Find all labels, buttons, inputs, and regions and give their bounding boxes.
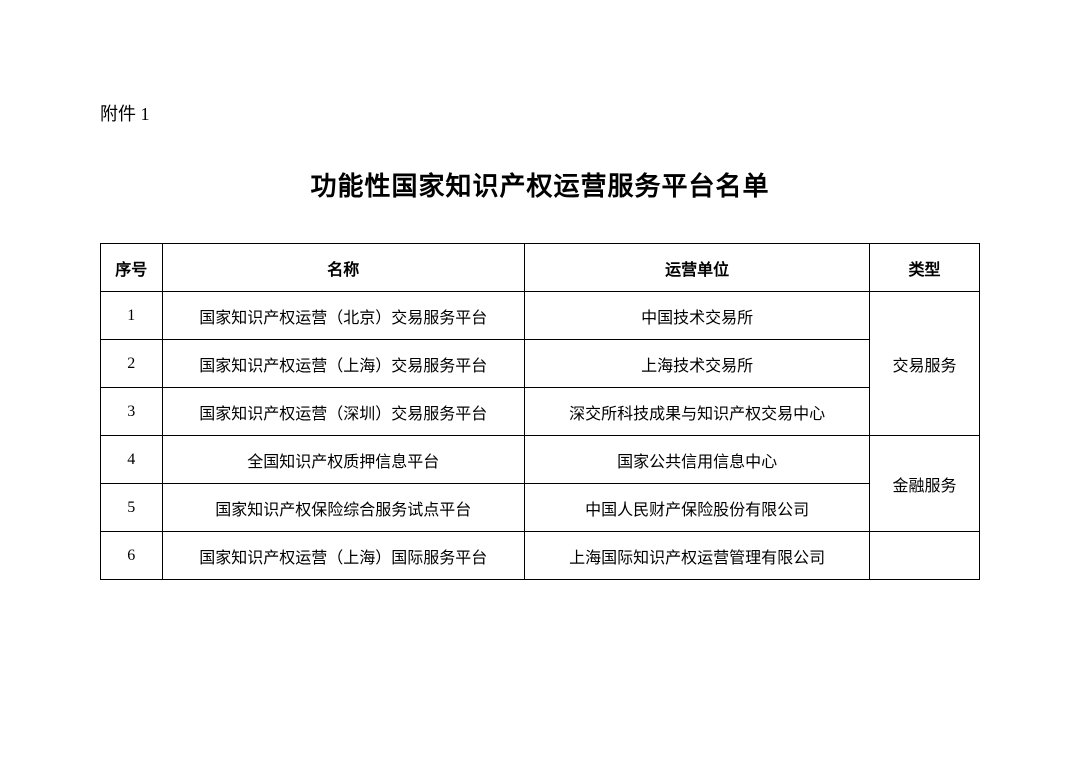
cell-unit: 上海国际知识产权运营管理有限公司 bbox=[525, 532, 870, 580]
cell-name: 国家知识产权运营（上海）国际服务平台 bbox=[162, 532, 525, 580]
cell-index: 6 bbox=[101, 532, 163, 580]
table-header-row: 序号 名称 运营单位 类型 bbox=[101, 244, 980, 292]
cell-index: 2 bbox=[101, 340, 163, 388]
cell-index: 5 bbox=[101, 484, 163, 532]
table-row: 3 国家知识产权运营（深圳）交易服务平台 深交所科技成果与知识产权交易中心 bbox=[101, 388, 980, 436]
cell-type: 金融服务 bbox=[870, 436, 980, 532]
col-header-index: 序号 bbox=[101, 244, 163, 292]
attachment-label: 附件 1 bbox=[100, 100, 980, 126]
table-row: 5 国家知识产权保险综合服务试点平台 中国人民财产保险股份有限公司 bbox=[101, 484, 980, 532]
cell-name: 国家知识产权运营（北京）交易服务平台 bbox=[162, 292, 525, 340]
cell-unit: 深交所科技成果与知识产权交易中心 bbox=[525, 388, 870, 436]
cell-unit: 上海技术交易所 bbox=[525, 340, 870, 388]
col-header-name: 名称 bbox=[162, 244, 525, 292]
cell-name: 国家知识产权保险综合服务试点平台 bbox=[162, 484, 525, 532]
cell-index: 1 bbox=[101, 292, 163, 340]
cell-name: 国家知识产权运营（上海）交易服务平台 bbox=[162, 340, 525, 388]
table-row: 6 国家知识产权运营（上海）国际服务平台 上海国际知识产权运营管理有限公司 bbox=[101, 532, 980, 580]
cell-index: 4 bbox=[101, 436, 163, 484]
platform-table: 序号 名称 运营单位 类型 1 国家知识产权运营（北京）交易服务平台 中国技术交… bbox=[100, 243, 980, 580]
cell-unit: 中国技术交易所 bbox=[525, 292, 870, 340]
cell-type bbox=[870, 532, 980, 580]
cell-unit: 中国人民财产保险股份有限公司 bbox=[525, 484, 870, 532]
cell-name: 国家知识产权运营（深圳）交易服务平台 bbox=[162, 388, 525, 436]
table-row: 2 国家知识产权运营（上海）交易服务平台 上海技术交易所 bbox=[101, 340, 980, 388]
document-title: 功能性国家知识产权运营服务平台名单 bbox=[100, 166, 980, 203]
cell-name: 全国知识产权质押信息平台 bbox=[162, 436, 525, 484]
table-row: 1 国家知识产权运营（北京）交易服务平台 中国技术交易所 交易服务 bbox=[101, 292, 980, 340]
cell-type: 交易服务 bbox=[870, 292, 980, 436]
cell-unit: 国家公共信用信息中心 bbox=[525, 436, 870, 484]
col-header-type: 类型 bbox=[870, 244, 980, 292]
table-row: 4 全国知识产权质押信息平台 国家公共信用信息中心 金融服务 bbox=[101, 436, 980, 484]
cell-index: 3 bbox=[101, 388, 163, 436]
col-header-unit: 运营单位 bbox=[525, 244, 870, 292]
